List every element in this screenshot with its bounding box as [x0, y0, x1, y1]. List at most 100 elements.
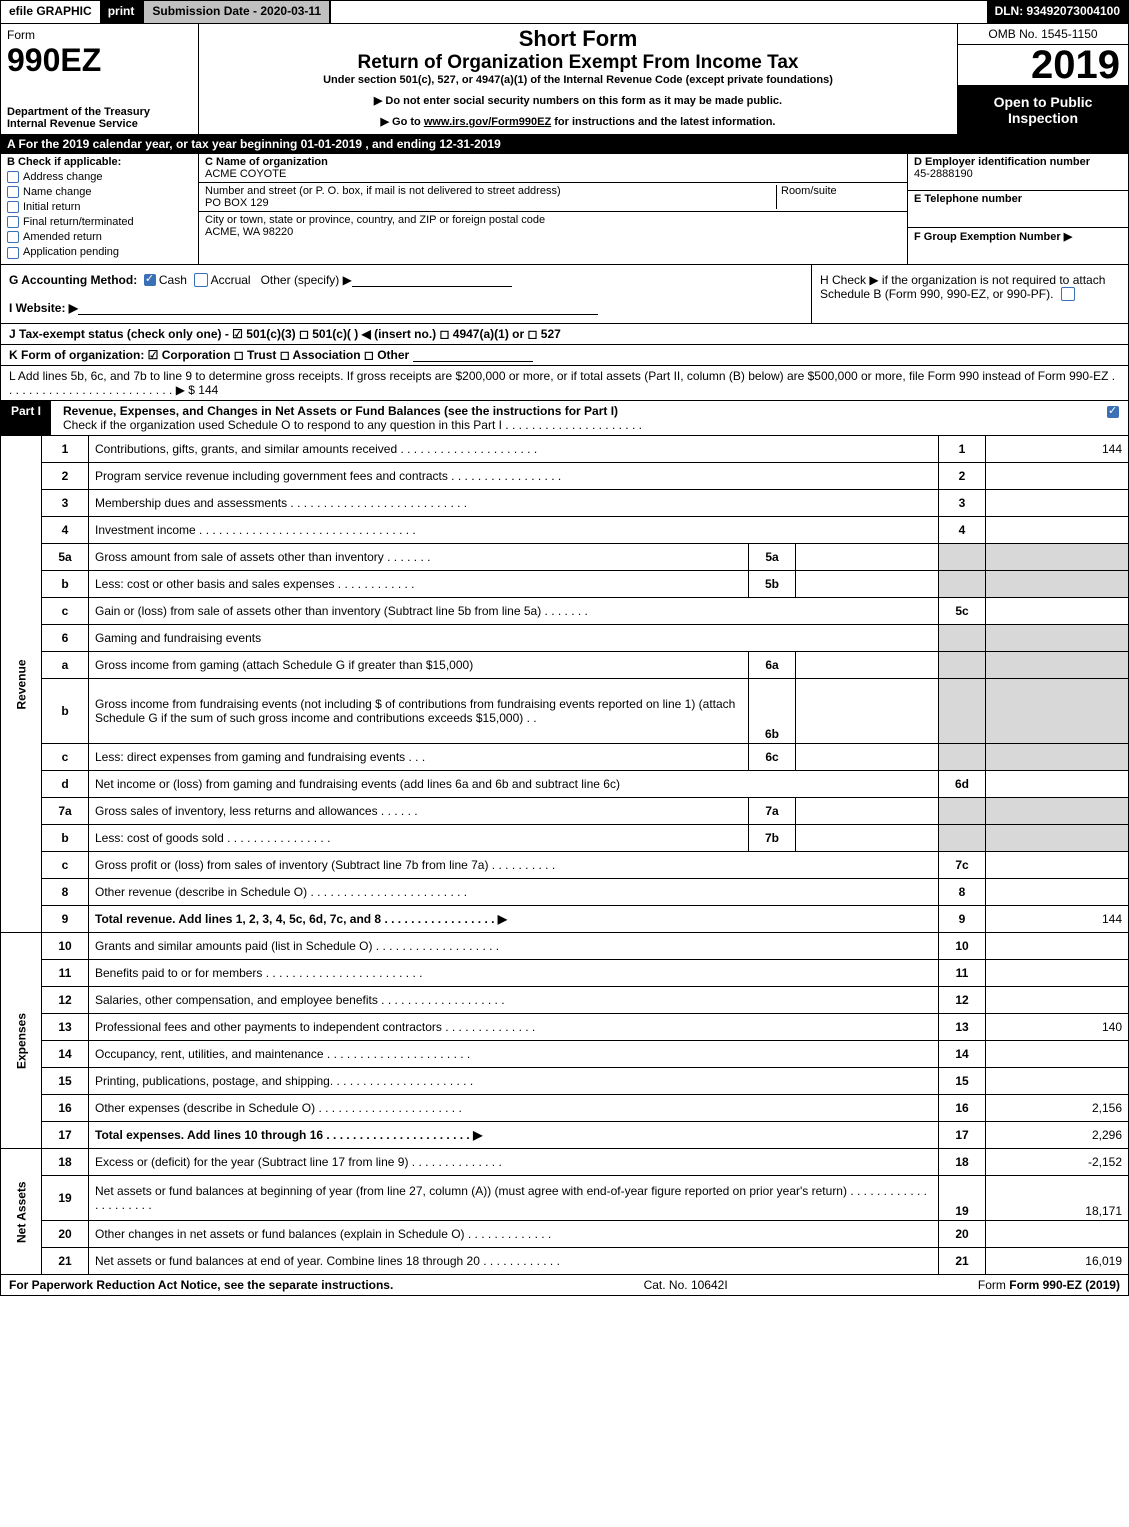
- line-7c: c Gross profit or (loss) from sales of i…: [1, 852, 1129, 879]
- l19-text: Net assets or fund balances at beginning…: [89, 1176, 939, 1221]
- box-def: D Employer identification number 45-2888…: [907, 154, 1128, 264]
- l6b-text: Gross income from fundraising events (no…: [89, 679, 749, 744]
- line-2: 2 Program service revenue including gove…: [1, 463, 1129, 490]
- l9-bold: Total revenue. Add lines 1, 2, 3, 4, 5c,…: [95, 912, 507, 926]
- checkbox-icon: [7, 216, 19, 228]
- line-21: 21 Net assets or fund balances at end of…: [1, 1248, 1129, 1275]
- l11-rn: 11: [939, 960, 986, 987]
- check-label: Initial return: [23, 201, 80, 213]
- print-label[interactable]: print: [100, 1, 143, 23]
- l6-text: Gaming and fundraising events: [89, 625, 939, 652]
- l21-rn: 21: [939, 1248, 986, 1275]
- line-6a: a Gross income from gaming (attach Sched…: [1, 652, 1129, 679]
- city-label: City or town, state or province, country…: [205, 214, 545, 226]
- l-text: L Add lines 5b, 6c, and 7b to line 9 to …: [9, 369, 1115, 397]
- part1-tab: Part I: [1, 401, 51, 435]
- l21-num: 21: [42, 1248, 89, 1275]
- l6c-text: Less: direct expenses from gaming and fu…: [89, 744, 749, 771]
- l9-rn: 9: [939, 906, 986, 933]
- l9-amt: 144: [986, 906, 1129, 933]
- line-11: 11 Benefits paid to or for members . . .…: [1, 960, 1129, 987]
- l11-num: 11: [42, 960, 89, 987]
- row-j: J Tax-exempt status (check only one) - ☑…: [0, 324, 1129, 345]
- l14-text: Occupancy, rent, utilities, and maintena…: [89, 1041, 939, 1068]
- l9-num: 9: [42, 906, 89, 933]
- box-f: F Group Exemption Number ▶: [908, 228, 1128, 264]
- l3-text: Membership dues and assessments . . . . …: [89, 490, 939, 517]
- f-label: F Group Exemption Number ▶: [914, 231, 1072, 243]
- line-10: Expenses 10 Grants and similar amounts p…: [1, 933, 1129, 960]
- l5a-in: 5a: [749, 544, 796, 571]
- l13-text: Professional fees and other payments to …: [89, 1014, 939, 1041]
- l7a-in: 7a: [749, 798, 796, 825]
- l19-num: 19: [42, 1176, 89, 1221]
- line-18: Net Assets 18 Excess or (deficit) for th…: [1, 1149, 1129, 1176]
- check-initial-return[interactable]: Initial return: [7, 201, 192, 213]
- l20-rn: 20: [939, 1221, 986, 1248]
- line-5c: c Gain or (loss) from sale of assets oth…: [1, 598, 1129, 625]
- website-input[interactable]: [78, 314, 598, 315]
- form-number: 990EZ: [7, 42, 101, 78]
- l7a-num: 7a: [42, 798, 89, 825]
- section-gh: G Accounting Method: Cash Accrual Other …: [0, 265, 1129, 325]
- l16-amt: 2,156: [986, 1095, 1129, 1122]
- check-final-return[interactable]: Final return/terminated: [7, 216, 192, 228]
- l5a-num: 5a: [42, 544, 89, 571]
- irs-link[interactable]: www.irs.gov/Form990EZ: [424, 116, 551, 128]
- l8-rn: 8: [939, 879, 986, 906]
- l3-num: 3: [42, 490, 89, 517]
- line-8: 8 Other revenue (describe in Schedule O)…: [1, 879, 1129, 906]
- efile-label: efile GRAPHIC: [1, 1, 100, 23]
- part1-check-note: Check if the organization used Schedule …: [63, 418, 642, 432]
- street-value: PO BOX 129: [205, 197, 269, 209]
- g-other-input[interactable]: [352, 286, 512, 287]
- l17-text: Total expenses. Add lines 10 through 16 …: [89, 1122, 939, 1149]
- l5a-amt: [986, 544, 1129, 571]
- l6b-rn: [939, 679, 986, 744]
- check-amended-return[interactable]: Amended return: [7, 231, 192, 243]
- check-name-change[interactable]: Name change: [7, 186, 192, 198]
- line-1: Revenue 1 Contributions, gifts, grants, …: [1, 436, 1129, 463]
- check-h-icon[interactable]: [1061, 287, 1075, 301]
- k-other-input[interactable]: [413, 361, 533, 362]
- l1-amt: 144: [986, 436, 1129, 463]
- l13-rn: 13: [939, 1014, 986, 1041]
- check-label: Application pending: [23, 246, 119, 258]
- c-value: ACME COYOTE: [205, 168, 286, 180]
- l21-text: Net assets or fund balances at end of ye…: [89, 1248, 939, 1275]
- footer-center: Cat. No. 10642I: [644, 1278, 728, 1292]
- l4-rn: 4: [939, 517, 986, 544]
- line-9: 9 Total revenue. Add lines 1, 2, 3, 4, 5…: [1, 906, 1129, 933]
- subtitle-code: Under section 501(c), 527, or 4947(a)(1)…: [207, 74, 949, 86]
- l11-text: Benefits paid to or for members . . . . …: [89, 960, 939, 987]
- part1-end-check: [1101, 401, 1128, 435]
- check-label: Address change: [23, 171, 103, 183]
- l17-rn: 17: [939, 1122, 986, 1149]
- city-value: ACME, WA 98220: [205, 226, 293, 238]
- l1-text: Contributions, gifts, grants, and simila…: [89, 436, 939, 463]
- footer-right: Form Form 990-EZ (2019): [978, 1278, 1120, 1292]
- l6b-iamt: [796, 679, 939, 744]
- c-label: C Name of organization: [205, 156, 328, 168]
- l5c-amt: [986, 598, 1129, 625]
- note-goto: ▶ Go to www.irs.gov/Form990EZ for instru…: [207, 115, 949, 128]
- l16-text: Other expenses (describe in Schedule O) …: [89, 1095, 939, 1122]
- row-g: G Accounting Method: Cash Accrual Other …: [1, 265, 811, 324]
- l7c-amt: [986, 852, 1129, 879]
- check-address-change[interactable]: Address change: [7, 171, 192, 183]
- check-application-pending[interactable]: Application pending: [7, 246, 192, 258]
- form-header-center: Short Form Return of Organization Exempt…: [199, 24, 957, 134]
- side-expenses: Expenses: [1, 933, 42, 1149]
- submission-date: Submission Date - 2020-03-11: [142, 1, 331, 23]
- l12-text: Salaries, other compensation, and employ…: [89, 987, 939, 1014]
- l9-text: Total revenue. Add lines 1, 2, 3, 4, 5c,…: [89, 906, 939, 933]
- l5a-iamt: [796, 544, 939, 571]
- e-label: E Telephone number: [914, 193, 1022, 205]
- l5a-text: Gross amount from sale of assets other t…: [89, 544, 749, 571]
- row-a-period: A For the 2019 calendar year, or tax yea…: [0, 135, 1129, 154]
- check-accrual-icon[interactable]: [194, 273, 208, 287]
- checkbox-icon: [7, 231, 19, 243]
- l6b-in: 6b: [749, 679, 796, 744]
- form-header-right: OMB No. 1545-1150 2019 Open to Public In…: [957, 24, 1128, 134]
- row-k: K Form of organization: ☑ Corporation ◻ …: [0, 345, 1129, 366]
